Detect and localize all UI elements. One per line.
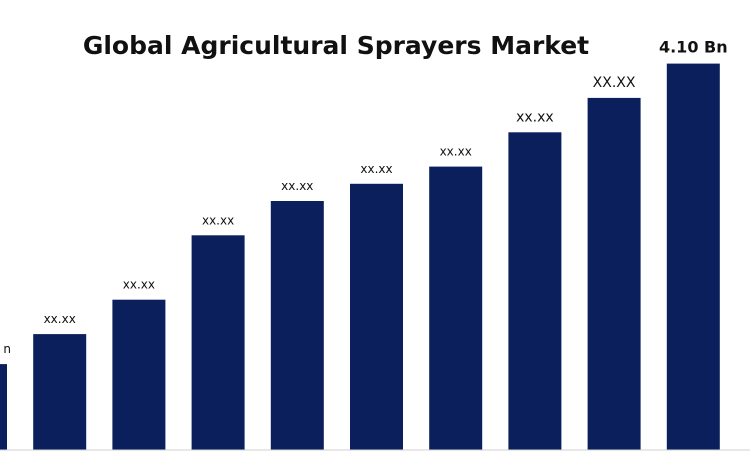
data-label-4: xx.xx	[202, 213, 234, 227]
data-labels-group: n xx.xx xx.xx xx.xx xx.xx xx.xx xx.xx xx.xx XX.X…	[3, 38, 727, 357]
data-label-9: XX.XX	[593, 75, 636, 91]
data-label-2: xx.xx	[44, 312, 76, 326]
data-label-10: 4.10 Bn	[659, 38, 728, 57]
data-label-5: xx.xx	[281, 179, 313, 193]
data-label-6: xx.xx	[360, 162, 392, 176]
bar-10	[666, 63, 720, 450]
chart-title: Global Agricultural Sprayers Market	[83, 31, 589, 60]
bar-3	[112, 299, 166, 450]
bar-7	[429, 166, 483, 450]
bar-5	[270, 201, 324, 450]
bar-4	[191, 235, 245, 450]
bars-group	[0, 63, 720, 451]
data-label-8: xx.xx	[516, 109, 554, 125]
data-label-7: xx.xx	[440, 145, 472, 159]
bar-8	[508, 132, 562, 451]
bar-9	[587, 97, 641, 451]
bar-6	[350, 183, 403, 451]
bar-2	[33, 334, 87, 450]
data-label-1: n	[3, 342, 11, 356]
bar-1	[0, 364, 7, 450]
data-label-3: xx.xx	[123, 278, 155, 292]
